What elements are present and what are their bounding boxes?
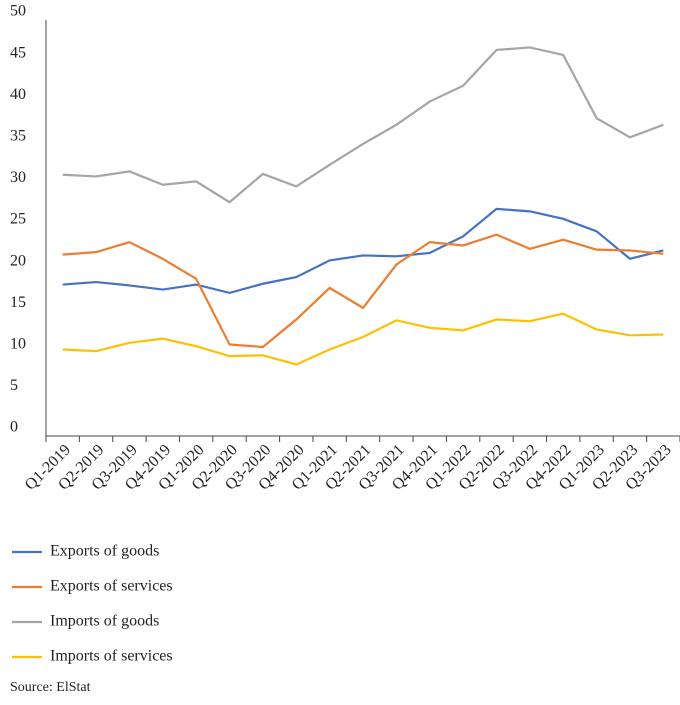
y-tick-label: 25: [10, 211, 26, 228]
y-tick-label: 50: [10, 3, 26, 20]
y-tick-label: 20: [10, 252, 26, 269]
series-line: [62, 207, 664, 295]
legend-label: Imports of goods: [50, 613, 159, 630]
series-line: [62, 46, 664, 204]
source-note: Source: ElStat: [10, 680, 91, 695]
legend-label: Exports of goods: [50, 543, 159, 560]
y-tick-label: 0: [10, 419, 18, 436]
y-tick-label: 40: [10, 86, 26, 103]
y-tick-label: 35: [10, 127, 26, 144]
y-tick-label: 5: [10, 377, 18, 394]
legend-label: Imports of services: [50, 648, 173, 665]
series-line: [62, 312, 664, 366]
legend-label: Exports of services: [50, 578, 173, 595]
y-tick-label: 30: [10, 169, 26, 186]
series-line: [62, 233, 664, 349]
y-tick-label: 10: [10, 335, 26, 352]
y-tick-label: 45: [10, 44, 26, 61]
y-tick-label: 15: [10, 294, 26, 311]
